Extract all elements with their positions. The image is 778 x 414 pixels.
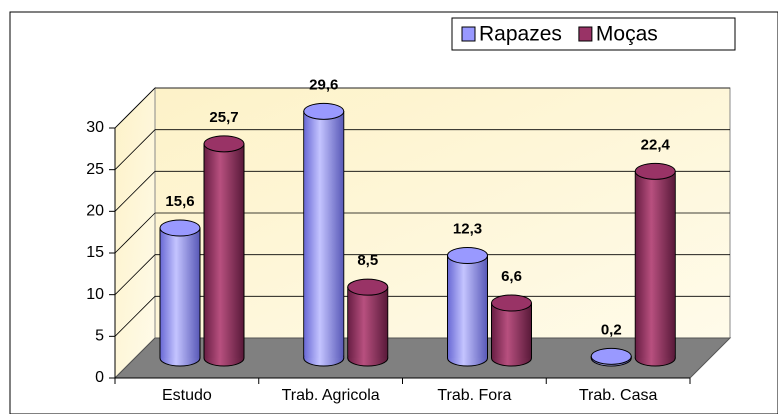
bar-top: [447, 247, 488, 264]
data-label: 15,6: [165, 193, 194, 210]
bar-top: [203, 135, 245, 153]
x-tick-label: Trab. Agricola: [282, 387, 380, 404]
bar-top: [347, 278, 389, 296]
legend-swatch: [578, 26, 593, 42]
bar-top: [590, 347, 632, 365]
legend-label: Moças: [596, 23, 658, 46]
grid-line: [114, 254, 156, 295]
x-tick-label: Trab. Casa: [579, 387, 658, 404]
data-label: 12,3: [453, 220, 482, 237]
grid-line: [114, 171, 156, 212]
bar-fill: [304, 111, 344, 358]
data-label: 6,6: [501, 268, 522, 285]
bar-top: [491, 294, 532, 312]
bar: [590, 347, 632, 367]
bar-fill: [635, 171, 675, 358]
bar-top: [634, 162, 676, 180]
y-tick-label: 25: [86, 161, 104, 178]
y-tick-label: 30: [86, 119, 104, 136]
legend-swatch: [461, 26, 476, 42]
grid-line: [114, 87, 156, 129]
grid-line: [114, 129, 156, 170]
chart-border: [9, 11, 778, 414]
grid-line: [114, 296, 156, 337]
legend-label: Rapazes: [479, 23, 562, 46]
x-tick-label: Trab. Fora: [437, 387, 511, 404]
bar: [347, 278, 389, 367]
legend: Rapazes Moças: [451, 17, 736, 51]
bar-fill: [448, 255, 487, 358]
y-tick-label: 0: [95, 369, 104, 386]
bar-fill: [204, 143, 244, 358]
bar: [491, 294, 532, 367]
y-tick-label: 5: [95, 328, 104, 345]
data-label: 22,4: [641, 136, 671, 153]
bar-top: [159, 219, 201, 237]
grid-line: [114, 212, 156, 254]
data-label: 0,2: [601, 321, 622, 338]
bar: [447, 247, 488, 367]
bar-top: [303, 102, 345, 120]
data-label: 29,6: [309, 76, 338, 93]
bar: [159, 219, 201, 367]
bar-fill: [492, 303, 531, 358]
y-tick-label: 15: [86, 244, 104, 261]
y-tick-label: 10: [86, 286, 104, 303]
x-tick-label: Estudo: [162, 387, 212, 404]
legend-box: [451, 17, 736, 51]
bar: [634, 162, 676, 367]
bar: [303, 102, 345, 367]
bar-fill: [348, 287, 388, 358]
data-label: 25,7: [209, 109, 238, 126]
y-tick-label: 20: [86, 203, 104, 220]
bar: [203, 135, 245, 367]
data-label: 8,5: [357, 252, 378, 269]
bar-fill: [160, 228, 200, 358]
